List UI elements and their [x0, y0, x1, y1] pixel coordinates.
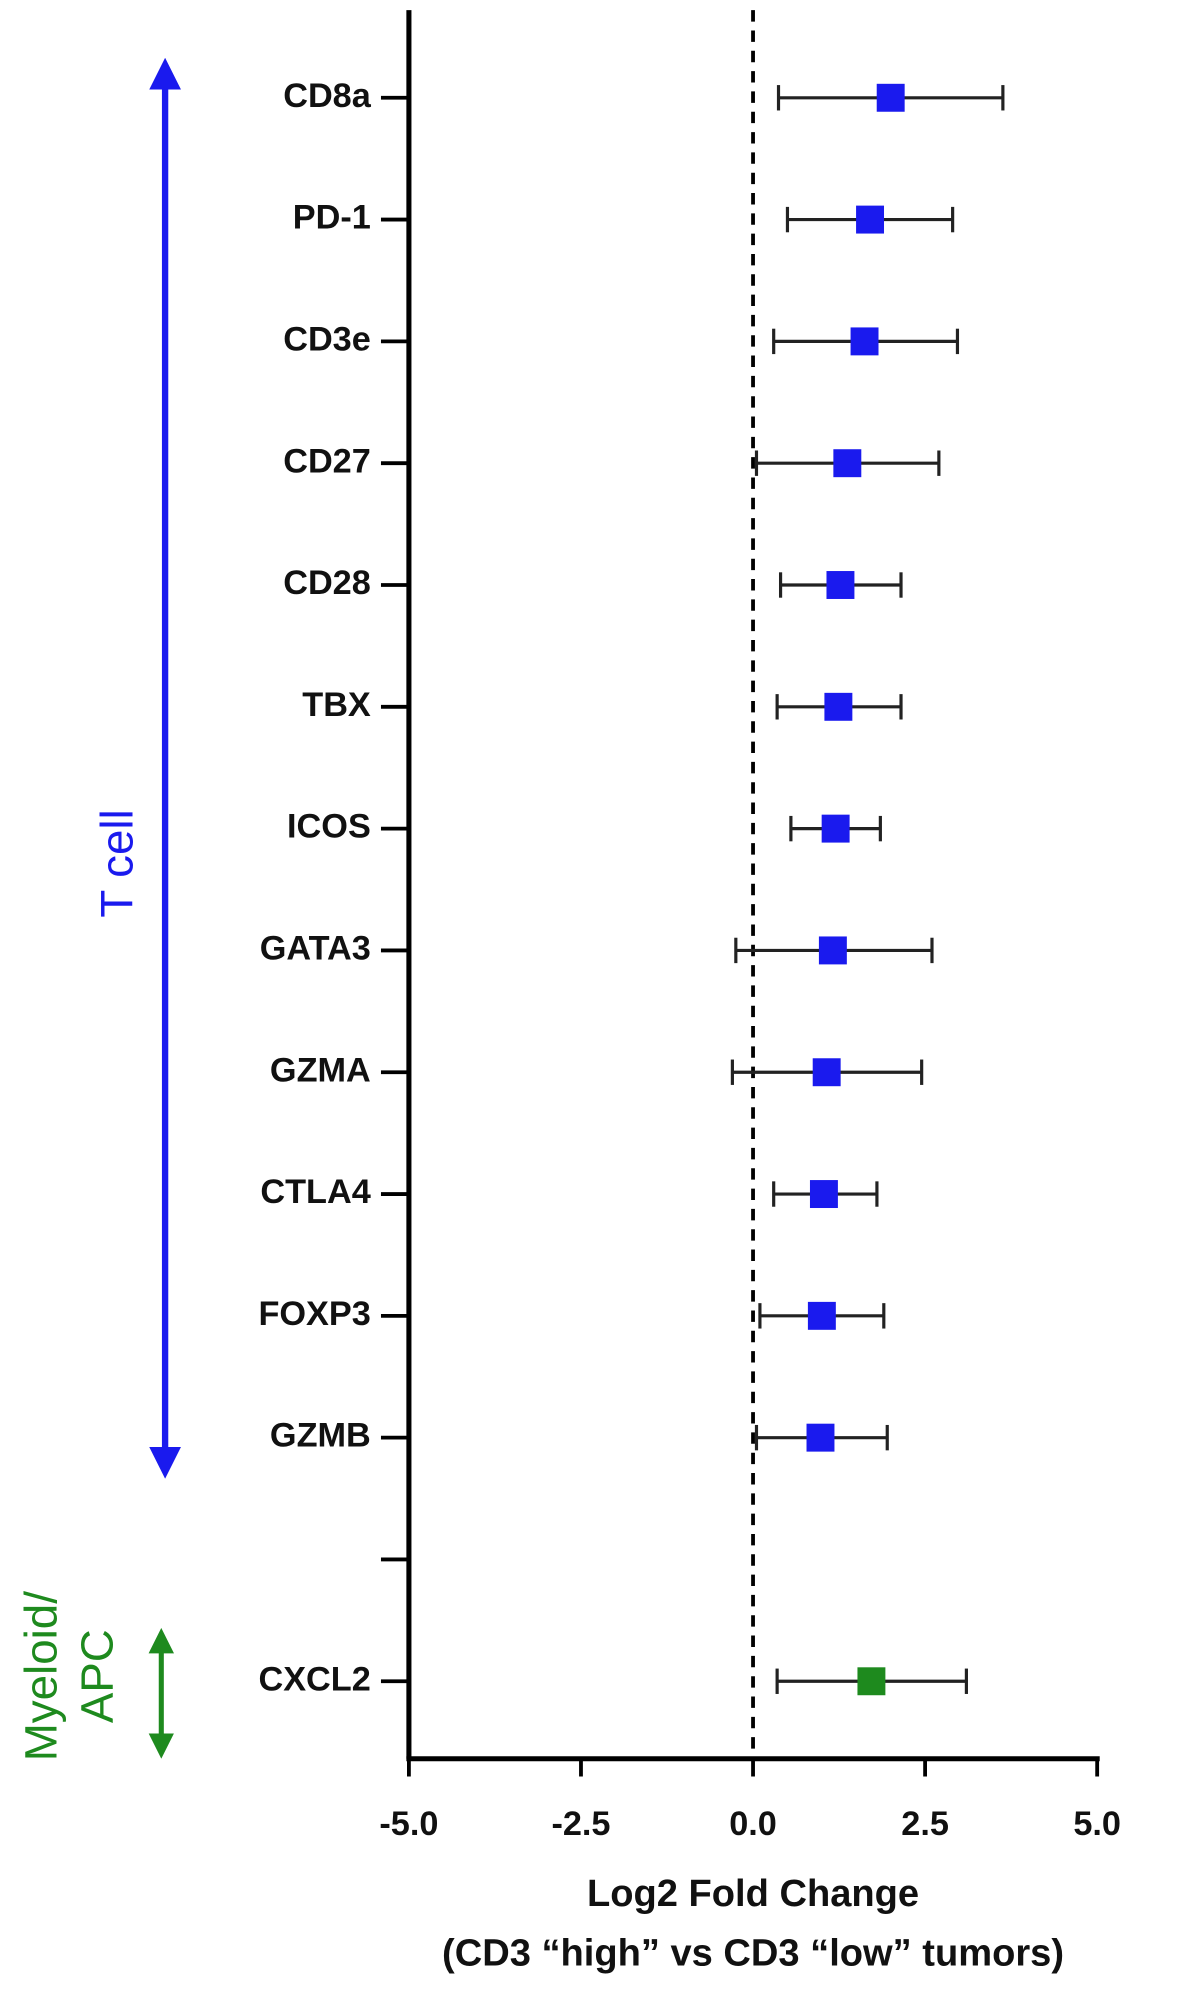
y-tick-label: CD3e	[283, 320, 371, 358]
x-tick-label: -2.5	[551, 1805, 610, 1843]
y-tick-label: CD8a	[283, 77, 372, 115]
y-tick-label: CXCL2	[258, 1660, 370, 1698]
y-tick-label: TBX	[302, 686, 371, 724]
point	[850, 327, 879, 356]
point	[824, 692, 853, 721]
y-tick-label: FOXP3	[258, 1295, 370, 1333]
point	[807, 1301, 836, 1330]
point	[826, 571, 855, 599]
y-tick-label: CD28	[283, 564, 371, 602]
point	[833, 449, 862, 478]
y-tick-label: PD-1	[293, 199, 371, 237]
y-tick-label: GZMB	[270, 1417, 371, 1455]
group-label: Myeloid/APC	[16, 1591, 123, 1761]
x-tick-label: 0.0	[729, 1805, 777, 1843]
x-axis-title: Log2 Fold Change	[587, 1873, 919, 1915]
y-tick-label: GATA3	[260, 929, 371, 967]
point	[818, 936, 847, 965]
point	[806, 1423, 835, 1452]
y-tick-label: ICOS	[287, 808, 371, 846]
group-label: T cell	[92, 809, 143, 917]
x-tick-label: 2.5	[901, 1805, 949, 1843]
x-axis-title: (CD3 “high” vs CD3 “low” tumors)	[442, 1933, 1064, 1975]
y-tick-label: CTLA4	[260, 1173, 370, 1211]
point	[857, 1667, 886, 1696]
point	[876, 83, 905, 112]
point	[812, 1058, 841, 1087]
point	[809, 1180, 838, 1209]
y-tick-label: GZMA	[270, 1051, 371, 1089]
y-tick-label: CD27	[283, 442, 371, 480]
x-tick-label: 5.0	[1073, 1805, 1121, 1843]
point	[821, 814, 850, 843]
x-tick-label: -5.0	[379, 1805, 438, 1843]
point	[856, 205, 885, 234]
